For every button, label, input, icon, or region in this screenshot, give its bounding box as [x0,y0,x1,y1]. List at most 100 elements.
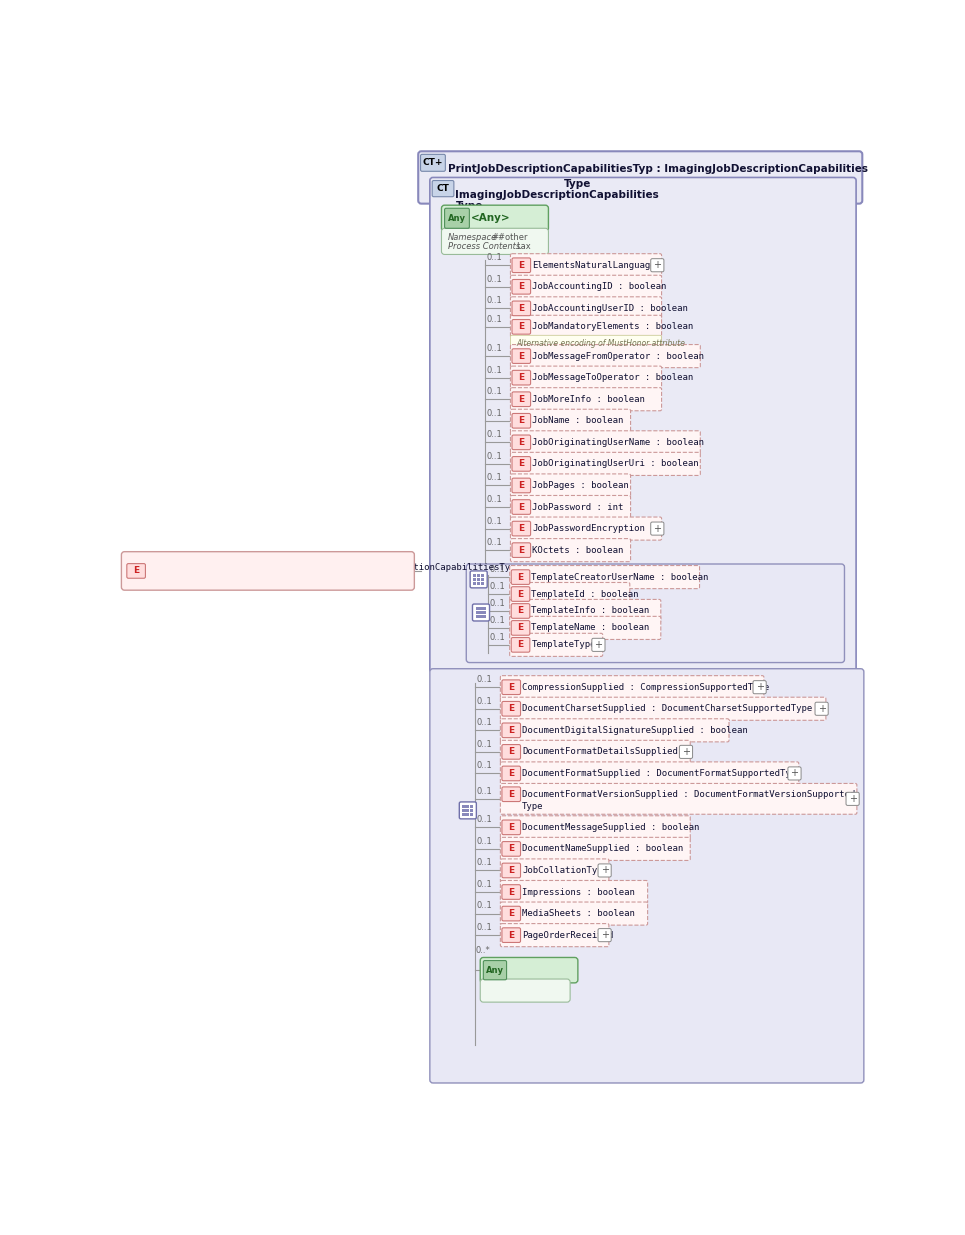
Text: <Any>: <Any> [507,965,546,974]
Text: Namespace: Namespace [448,233,497,242]
Text: JobPasswordEncryption: JobPasswordEncryption [532,524,645,534]
FancyBboxPatch shape [501,837,690,861]
Text: DocumentMessageSupplied : boolean: DocumentMessageSupplied : boolean [522,823,700,832]
FancyBboxPatch shape [473,604,489,621]
Text: E: E [509,726,514,735]
Text: E: E [509,789,514,799]
Text: DocumentFormatDetailsSupplied: DocumentFormatDetailsSupplied [522,747,678,756]
Bar [481,578,484,580]
Bar [477,574,481,577]
FancyBboxPatch shape [501,858,609,882]
FancyBboxPatch shape [510,275,662,299]
Text: E: E [518,459,524,468]
Text: E: E [509,769,514,778]
Text: PrintJobDescriptionCapabilitiesTyp : ImagingJobDescriptionCapabilities: PrintJobDescriptionCapabilitiesTyp : Ima… [448,163,868,174]
Text: Any: Any [448,214,466,222]
FancyBboxPatch shape [501,902,648,925]
Text: e: e [151,576,155,584]
FancyBboxPatch shape [510,388,662,411]
Text: TemplateInfo : boolean: TemplateInfo : boolean [532,606,649,615]
Text: +: + [653,524,661,534]
Text: E: E [509,747,514,756]
FancyBboxPatch shape [512,435,531,450]
Text: E: E [509,823,514,832]
FancyBboxPatch shape [510,599,661,622]
FancyBboxPatch shape [502,884,520,899]
Text: E: E [517,641,524,650]
Text: 0..1: 0..1 [477,858,492,867]
Text: 0..1: 0..1 [477,787,492,795]
FancyBboxPatch shape [122,552,414,590]
FancyBboxPatch shape [418,151,863,204]
Text: 0..1: 0..1 [486,452,502,461]
Bar [477,582,481,585]
Text: E: E [518,352,524,361]
FancyBboxPatch shape [502,745,520,760]
Bar [473,574,477,577]
FancyBboxPatch shape [502,787,520,802]
Text: E: E [509,704,514,714]
FancyBboxPatch shape [481,979,570,1002]
Text: TemplateId : boolean: TemplateId : boolean [532,589,639,599]
FancyBboxPatch shape [511,587,530,601]
Text: TemplateName : boolean: TemplateName : boolean [532,624,649,632]
Text: JobMoreInfo : boolean: JobMoreInfo : boolean [532,395,645,404]
Text: E: E [518,438,524,447]
FancyBboxPatch shape [470,571,487,588]
FancyBboxPatch shape [512,258,531,273]
FancyBboxPatch shape [510,616,661,640]
FancyBboxPatch shape [466,564,844,662]
Text: TemplateType: TemplateType [532,641,595,650]
FancyBboxPatch shape [512,457,531,472]
Bar [476,615,479,618]
Text: JobMessageToOperator : boolean: JobMessageToOperator : boolean [532,373,694,382]
Text: +: + [653,261,661,270]
Text: +: + [848,794,857,804]
FancyBboxPatch shape [511,569,530,584]
FancyBboxPatch shape [502,766,520,781]
FancyBboxPatch shape [502,680,520,694]
Text: 0..1: 0..1 [477,740,492,748]
Text: KOctets : boolean: KOctets : boolean [532,546,623,555]
FancyBboxPatch shape [512,521,531,536]
Text: E: E [509,931,514,940]
Text: DocumentNameSupplied : boolean: DocumentNameSupplied : boolean [522,845,683,853]
Text: Namespace: Namespace [486,986,536,995]
Text: E: E [509,888,514,897]
FancyBboxPatch shape [501,698,826,720]
FancyBboxPatch shape [512,414,531,429]
Text: TemplateCreatorUserName : boolean: TemplateCreatorUserName : boolean [532,573,708,582]
Text: 0..1: 0..1 [486,315,502,324]
FancyBboxPatch shape [512,500,531,514]
Text: ##other: ##other [491,233,528,242]
FancyBboxPatch shape [429,178,856,673]
Text: PrintJobDescriptionCapabilities : PrintJobDescriptionCapabilitiesTyp: PrintJobDescriptionCapabilities : PrintJ… [151,563,515,572]
FancyBboxPatch shape [512,301,531,316]
FancyBboxPatch shape [432,180,454,196]
Text: 0..1: 0..1 [477,761,492,771]
Text: ImagingJobDescriptionCapabilities: ImagingJobDescriptionCapabilities [455,190,659,200]
Text: E: E [518,322,524,331]
Text: 0..1: 0..1 [486,387,502,396]
FancyBboxPatch shape [502,863,520,878]
FancyBboxPatch shape [441,228,548,254]
Text: E: E [518,261,524,269]
FancyBboxPatch shape [510,474,630,496]
Text: Any: Any [486,966,504,974]
Text: Type: Type [522,802,543,811]
FancyBboxPatch shape [510,366,662,389]
FancyBboxPatch shape [510,634,603,656]
FancyBboxPatch shape [592,638,605,651]
Text: MediaSheets : boolean: MediaSheets : boolean [522,909,635,918]
FancyBboxPatch shape [598,929,611,941]
Text: E: E [518,503,524,511]
Text: Impressions : boolean: Impressions : boolean [522,888,635,897]
Text: E: E [517,624,524,632]
FancyBboxPatch shape [846,793,859,805]
Text: Type: Type [455,200,482,210]
FancyBboxPatch shape [459,802,477,819]
Text: DocumentFormatSupplied : DocumentFormatSupportedType: DocumentFormatSupplied : DocumentFormatS… [522,769,802,778]
Text: CompressionSupplied : CompressionSupportedType: CompressionSupplied : CompressionSupport… [522,683,769,692]
Bar [473,582,477,585]
FancyBboxPatch shape [510,538,630,562]
